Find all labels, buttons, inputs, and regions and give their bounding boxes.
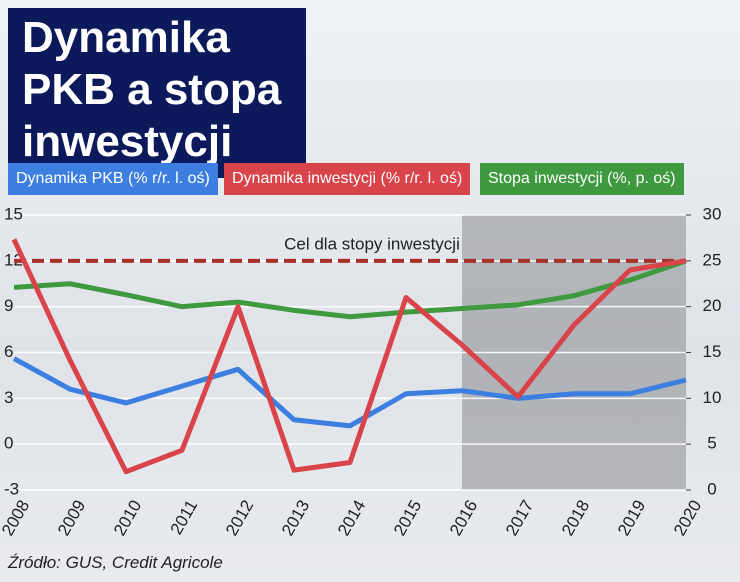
y-tick-label: -3 (4, 479, 19, 498)
x-tick-label: 2009 (54, 497, 89, 539)
y2-tick-label: 15 (703, 342, 722, 361)
y-tick-label: 9 (4, 296, 13, 315)
target-label: Cel dla stopy inwestycji (284, 234, 460, 253)
y2-tick-label: 10 (703, 388, 722, 407)
y-tick-label: 6 (4, 342, 13, 361)
x-tick-label: 2016 (446, 497, 481, 539)
series-line (12, 356, 687, 429)
legend-entry: Dynamika inwestycji (% r/r. l. oś) (224, 163, 471, 195)
x-tick-label: 2008 (0, 497, 33, 539)
chart-title: Dynamika PKB a stopa inwestycji (8, 8, 306, 178)
x-tick-label: 2015 (390, 497, 425, 539)
x-tick-label: 2018 (558, 497, 593, 539)
x-tick-label: 2012 (222, 497, 257, 539)
x-tick-label: 2014 (334, 497, 369, 539)
legend-entry: Dynamika PKB (% r/r. l. oś) (8, 163, 218, 195)
y2-tick-label: 25 (703, 250, 722, 269)
y-tick-label: 12 (4, 250, 23, 269)
x-tick-label: 2013 (278, 497, 313, 539)
series-line (11, 238, 687, 475)
y2-tick-label: 20 (703, 296, 722, 315)
x-tick-label: 2010 (110, 497, 145, 539)
source: Źródło: GUS, Credit Agricole (8, 553, 223, 572)
x-tick-label: 2017 (502, 497, 537, 539)
x-tick-label: 2020 (670, 497, 705, 539)
y2-tick-label: 0 (707, 479, 716, 498)
legend-entry: Stopa inwestycji (%, p. oś) (480, 163, 684, 195)
y-tick-label: 15 (4, 204, 23, 223)
y2-tick-label: 5 (707, 434, 716, 453)
x-tick-label: 2019 (614, 497, 649, 539)
y-tick-label: 3 (4, 388, 13, 407)
series-line (13, 258, 687, 320)
y-tick-label: 0 (4, 434, 13, 453)
y2-tick-label: 30 (703, 204, 722, 223)
x-tick-label: 2011 (167, 497, 202, 538)
